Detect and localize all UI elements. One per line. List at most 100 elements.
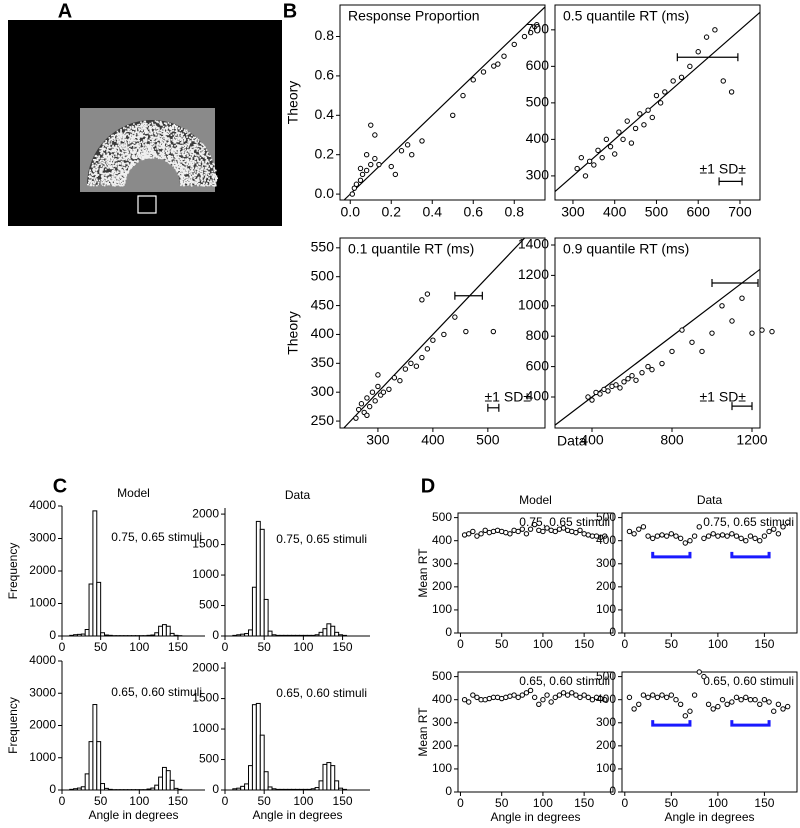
y-tick-label: 300: [526, 167, 550, 183]
plot-frame: [621, 512, 798, 634]
chart-title: Data: [697, 493, 723, 507]
histogram-bar: [291, 788, 297, 791]
data-point: [581, 692, 587, 698]
data-point: [470, 528, 476, 535]
data-point: [649, 366, 655, 373]
y-tick-label: 100: [432, 602, 452, 616]
histogram-bar: [161, 624, 167, 637]
chart-title: Model: [117, 486, 150, 500]
data-point: [645, 533, 651, 539]
data-point: [536, 701, 542, 708]
data-point: [582, 173, 589, 179]
y-tick-label: 0: [445, 784, 452, 798]
histogram-bar: [251, 704, 257, 791]
data-point: [398, 148, 405, 154]
data-point: [709, 330, 715, 336]
x-axis-label: Angle in degrees: [252, 808, 342, 822]
data-point: [466, 699, 472, 705]
data-point: [719, 303, 725, 309]
y-tick-label: 500: [199, 598, 219, 612]
data-point: [544, 692, 550, 698]
y-tick-label: 100: [596, 761, 616, 775]
data-point: [597, 391, 603, 397]
histogram-bar: [146, 788, 152, 791]
data-point: [628, 140, 635, 146]
x-tick-label: 50: [258, 640, 272, 654]
histogram-bar: [146, 634, 152, 637]
data-point: [358, 401, 365, 407]
data-point: [743, 537, 749, 544]
histogram-bar: [326, 762, 332, 791]
y-tick-label: 100: [596, 602, 616, 616]
histogram-bar: [334, 631, 340, 637]
data-point: [633, 377, 639, 383]
range-bar: [651, 720, 692, 727]
histogram-bar: [298, 788, 304, 791]
data-point: [589, 696, 596, 703]
data-point: [670, 78, 676, 84]
data-point: [710, 706, 716, 712]
data-point: [621, 379, 627, 385]
histogram-bar: [96, 581, 102, 637]
data-point: [430, 337, 436, 343]
data-point: [602, 696, 608, 703]
data-point: [687, 63, 693, 70]
y-tick-label: 500: [432, 510, 452, 524]
panel-label: C: [53, 475, 67, 497]
x-tick-label: 1200: [736, 432, 767, 448]
y-tick-label: 0: [609, 784, 616, 798]
chart-title: Data: [285, 488, 311, 502]
histogram-bar: [279, 634, 285, 637]
histogram-bar: [248, 629, 253, 637]
data-point: [625, 376, 631, 382]
chart-title: 0.9 quantile RT (ms): [563, 241, 689, 257]
x-axis-label: Angle in degrees: [664, 810, 754, 824]
data-point: [659, 360, 665, 367]
data-point: [720, 78, 726, 84]
data-point: [569, 690, 575, 696]
data-point: [682, 713, 688, 719]
histogram-bar: [295, 788, 300, 791]
data-point: [482, 527, 488, 534]
x-tick-label: 100: [533, 637, 553, 651]
histogram-bar: [76, 787, 82, 791]
y-tick-label: 1000: [192, 567, 219, 581]
histogram-bar: [318, 631, 324, 637]
annotation: ±1 SD±: [700, 389, 747, 405]
annotation: 0.75, 0.65 stimuli: [703, 515, 794, 529]
data-point: [364, 395, 370, 401]
data-point: [662, 89, 668, 95]
data-point: [682, 540, 688, 546]
histogram-bar: [88, 583, 94, 637]
data-point: [645, 363, 651, 370]
data-point: [699, 348, 705, 355]
data-point: [589, 397, 595, 403]
data-point: [585, 694, 591, 701]
annotation: ±1 SD±: [700, 161, 747, 177]
data-point: [441, 331, 447, 338]
x-tick-label: 400: [421, 432, 445, 448]
range-bar: [730, 551, 771, 559]
x-tick-label: 50: [94, 794, 108, 808]
data-point: [523, 531, 530, 537]
x-tick-label: 0: [59, 640, 66, 654]
data-point: [424, 346, 431, 352]
data-point: [780, 524, 786, 530]
y-tick-label: 1500: [192, 537, 219, 551]
annotation: 0.65, 0.60 stimuli: [519, 674, 610, 688]
data-point: [631, 706, 637, 712]
data-point: [357, 177, 364, 184]
data-point: [450, 112, 456, 119]
data-point: [364, 412, 370, 418]
x-tick-label: 100: [533, 796, 553, 810]
data-point: [719, 696, 726, 703]
histogram-bar: [100, 783, 106, 791]
x-tick-label: 150: [574, 796, 594, 810]
data-point: [687, 537, 693, 544]
y-tick-label: 600: [526, 57, 550, 73]
data-point: [668, 692, 675, 698]
data-point: [710, 531, 716, 537]
data-point: [650, 535, 656, 542]
range-bar: [651, 551, 692, 559]
histogram-bar: [69, 788, 75, 791]
